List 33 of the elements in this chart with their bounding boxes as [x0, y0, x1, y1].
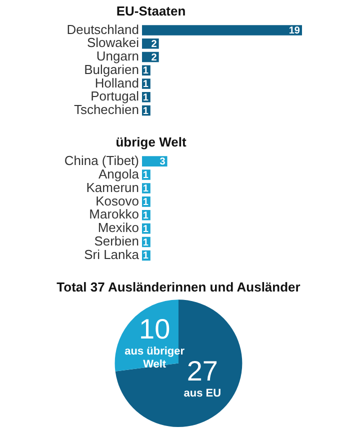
data-label: 1: [142, 250, 149, 262]
chart-title: Total 37 Ausländerinnen und Ausländer: [56, 279, 300, 294]
chart-title: EU-Staaten: [116, 3, 186, 18]
data-label: 27: [186, 355, 218, 386]
y-tick-label: Ungarn: [96, 48, 139, 64]
data-label: 1: [142, 196, 149, 208]
data-label: 1: [142, 92, 149, 104]
y-tick-label: Tschechien: [74, 102, 139, 118]
data-label: 1: [142, 224, 149, 235]
data-label: 1: [142, 106, 149, 117]
y-tick-label: Mexiko: [98, 220, 139, 236]
data-label: 2: [151, 52, 158, 64]
data-label: 3: [160, 156, 166, 168]
slice-label: aus EU: [184, 387, 222, 400]
data-label: 1: [142, 183, 149, 194]
data-label: 1: [142, 79, 149, 90]
slice-label: aus übriger Welt: [124, 345, 186, 370]
y-tick-label: Slowakei: [86, 35, 140, 50]
chart-title: übrige Welt: [116, 134, 187, 150]
y-tick-label: Portugal: [90, 88, 140, 104]
data-label: 10: [139, 313, 170, 344]
data-label: 1: [142, 170, 149, 182]
data-label: 1: [142, 210, 149, 222]
y-tick-label: Sri Lanka: [84, 247, 140, 262]
y-tick-label: Serbien: [94, 234, 139, 249]
y-tick-label: Kosovo: [96, 193, 139, 208]
y-tick-label: China (Tibet): [64, 152, 139, 168]
data-label: 1: [142, 66, 149, 77]
data-label: 19: [288, 26, 300, 37]
y-tick-label: Marokko: [89, 206, 139, 222]
data-label: 1: [142, 237, 149, 248]
data-label: 2: [151, 38, 158, 50]
y-tick-label: Deutschland: [66, 22, 139, 37]
